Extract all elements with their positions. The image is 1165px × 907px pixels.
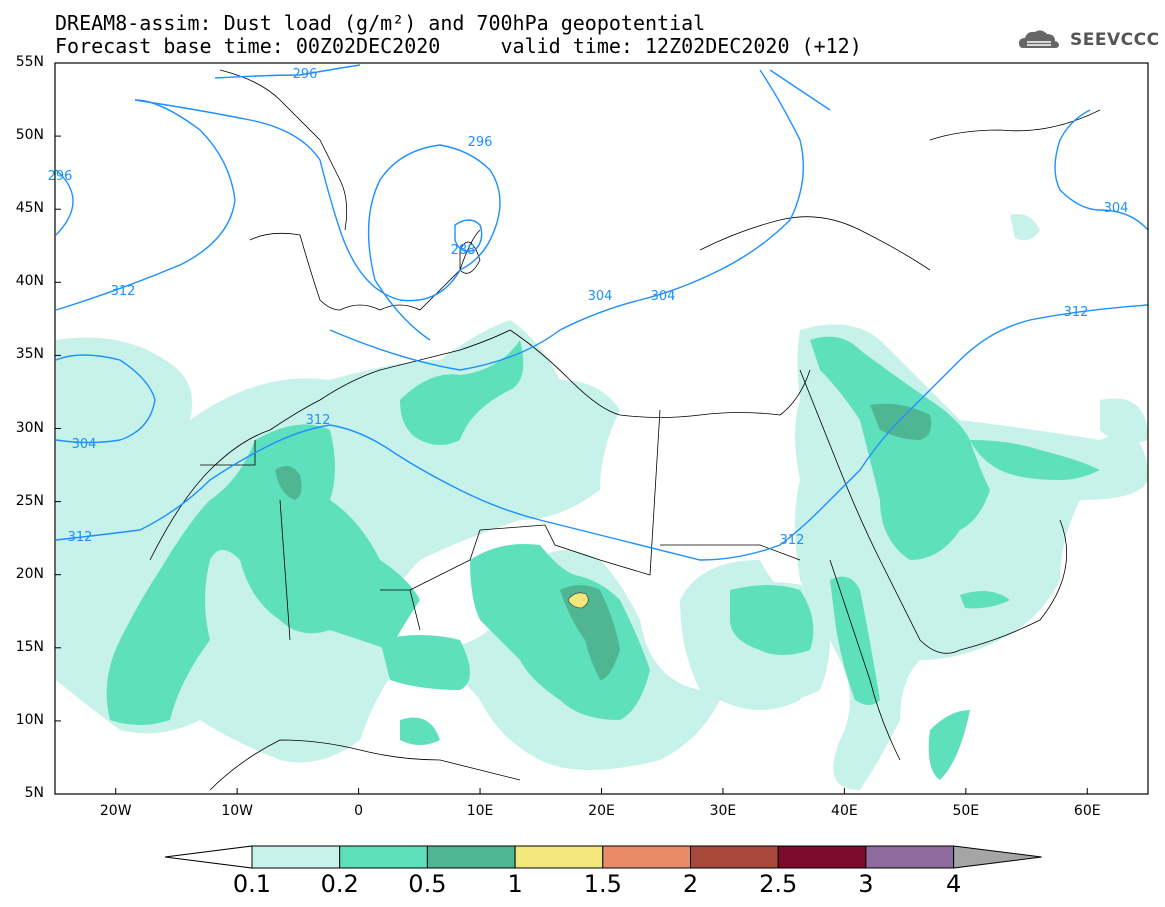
- contour-label: 296: [468, 135, 493, 150]
- colorbar-over-arrow: [953, 845, 1042, 869]
- lat-label-30n: 30N: [15, 419, 44, 436]
- colorbar-segment: [777, 845, 867, 869]
- axis-ticks: [55, 62, 1088, 795]
- colorbar-label: 2: [682, 870, 699, 898]
- colorbar-segment: [426, 845, 516, 869]
- geopotential-contours: [55, 64, 1148, 561]
- colorbar-label: 0.1: [232, 870, 272, 898]
- colorbar-label: 1.5: [583, 870, 622, 898]
- colorbar: [164, 845, 1042, 869]
- colorbar-label: 3: [858, 870, 874, 898]
- lat-label-10n: 10N: [15, 711, 44, 728]
- contour-label: 288: [451, 243, 476, 258]
- contour-label: 312: [111, 284, 136, 299]
- lat-label-15n: 15N: [15, 638, 44, 655]
- contour-label: 312: [1064, 305, 1089, 320]
- contour-label: 296: [293, 67, 318, 82]
- seevccc-logo-text: SEEVCCC: [1070, 30, 1160, 50]
- colorbar-segment: [251, 845, 341, 869]
- contour-labels: 296 296 288 312 304 312 304 312 312 312 304 296 304: [48, 67, 1129, 548]
- contour-label: 312: [306, 413, 331, 428]
- contour-label: 304: [651, 289, 676, 304]
- lon-label-10e: 10E: [466, 803, 494, 819]
- colorbar-segment: [865, 845, 955, 869]
- colorbar-label: 2.5: [759, 870, 798, 898]
- lat-label-40n: 40N: [15, 273, 44, 290]
- contour-label: 312: [780, 533, 805, 548]
- colorbar-segment: [514, 845, 604, 869]
- lon-label-0: 0: [354, 803, 364, 819]
- lat-label-50n: 50N: [15, 127, 44, 144]
- lon-label-10w: 10W: [221, 803, 253, 819]
- lat-label-25n: 25N: [15, 492, 44, 509]
- map-subtitle-times: Forecast base time: 00Z02DEC2020 valid t…: [55, 34, 862, 58]
- lat-label-55n: 55N: [15, 54, 44, 70]
- dust-field: [56, 214, 1148, 790]
- contour-label: 304: [72, 437, 97, 452]
- contour-label: 304: [1104, 201, 1129, 216]
- lat-label-20n: 20N: [15, 565, 44, 582]
- colorbar-label: 0.5: [408, 870, 447, 898]
- colorbar-label: 1: [507, 870, 523, 898]
- lat-label-5n: 5N: [24, 785, 44, 801]
- contour-label: 312: [68, 530, 93, 545]
- contour-label: 296: [48, 169, 73, 184]
- lon-label-40e: 40E: [831, 803, 858, 819]
- colorbar-label: 0.2: [320, 870, 359, 898]
- map-title: DREAM8-assim: Dust load (g/m²) and 700hP…: [55, 11, 706, 35]
- lon-label-50e: 50E: [952, 803, 980, 819]
- colorbar-segment: [690, 845, 779, 869]
- cloud-logo-icon: [1019, 30, 1059, 48]
- lat-label-45n: 45N: [15, 200, 44, 217]
- lon-label-20w: 20W: [99, 803, 132, 819]
- contour-label: 304: [588, 289, 613, 304]
- colorbar-segment: [602, 845, 691, 869]
- lon-label-60e: 60E: [1073, 803, 1101, 819]
- lat-label-35n: 35N: [15, 346, 44, 363]
- colorbar-label: 4: [945, 870, 962, 898]
- lon-label-20e: 20E: [588, 803, 615, 819]
- lon-label-30e: 30E: [709, 803, 737, 819]
- colorbar-segment: [339, 845, 428, 869]
- colorbar-under-arrow: [164, 845, 253, 869]
